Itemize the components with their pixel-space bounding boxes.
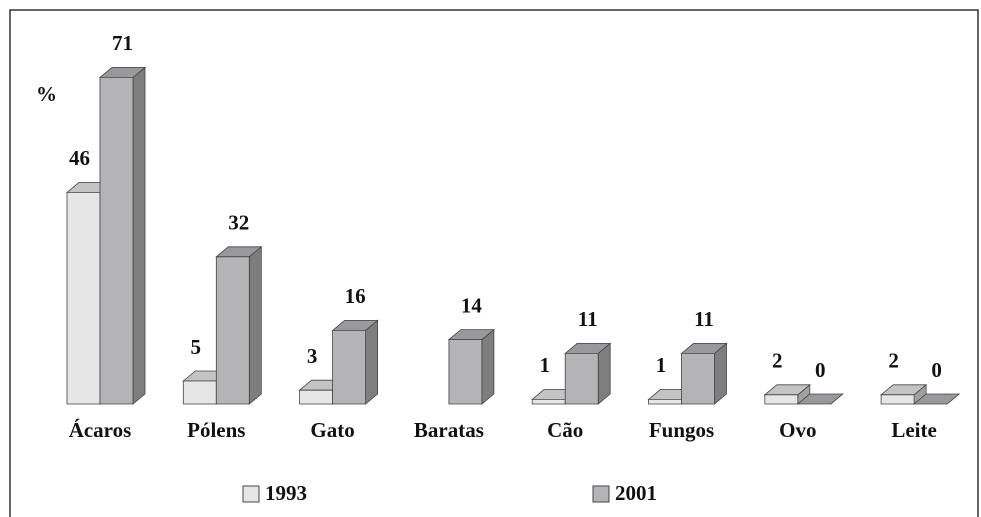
bar-face <box>764 394 799 405</box>
bar-face <box>365 319 378 405</box>
bar-face <box>681 353 715 405</box>
legend-swatch <box>592 485 610 503</box>
bar-face <box>597 342 611 405</box>
bar <box>763 383 811 405</box>
bar-face <box>182 380 217 405</box>
bar-face <box>714 342 727 405</box>
data-label: 5 <box>191 335 202 359</box>
x-tick-label: Fungos <box>649 418 714 442</box>
bar-face <box>99 77 134 405</box>
legend-label: 1993 <box>265 481 307 505</box>
bar-face <box>132 66 146 405</box>
bar-face <box>448 339 483 405</box>
bar <box>796 393 844 405</box>
bar-face <box>332 330 366 405</box>
data-label: 16 <box>345 284 366 308</box>
data-label: 11 <box>694 307 714 331</box>
data-label: 14 <box>461 293 483 317</box>
x-tick-label: Cão <box>547 418 583 442</box>
bar-face <box>564 353 599 405</box>
data-label: 0 <box>815 358 826 382</box>
bar-face <box>796 393 844 405</box>
bar <box>912 393 961 405</box>
bar-face <box>248 245 262 405</box>
x-tick-label: Leite <box>891 418 936 442</box>
frame <box>9 9 979 517</box>
bar <box>331 319 379 405</box>
x-tick-label: Gato <box>310 418 354 442</box>
bar-face <box>299 389 333 405</box>
bar <box>564 342 612 405</box>
data-label: 1 <box>656 353 667 377</box>
data-label: 2 <box>772 349 783 373</box>
x-tick-label: Ácaros <box>69 418 132 442</box>
bar-face <box>481 328 495 405</box>
data-label: 71 <box>112 31 133 55</box>
x-tick-label: Ovo <box>779 418 816 442</box>
y-label: % <box>36 82 57 106</box>
data-label: 0 <box>931 358 942 382</box>
bar-face <box>880 394 915 405</box>
bar-face <box>215 256 250 405</box>
x-tick-label: Pólens <box>187 418 245 442</box>
data-label: 11 <box>578 307 598 331</box>
bar-face <box>912 393 961 405</box>
legend-swatch <box>242 485 260 503</box>
bar <box>98 66 147 405</box>
bar-face <box>531 399 566 405</box>
bar <box>447 328 496 405</box>
bar-face <box>66 192 101 405</box>
legend-label: 2001 <box>615 481 657 505</box>
data-label: 46 <box>69 146 90 170</box>
bar <box>215 245 263 405</box>
data-label: 1 <box>539 353 550 377</box>
bar <box>879 383 928 405</box>
data-label: 3 <box>307 344 318 368</box>
bar <box>680 342 728 405</box>
data-label: 2 <box>888 349 899 373</box>
data-label: 32 <box>228 211 249 235</box>
bar-face <box>648 399 682 405</box>
x-tick-label: Baratas <box>414 418 484 442</box>
